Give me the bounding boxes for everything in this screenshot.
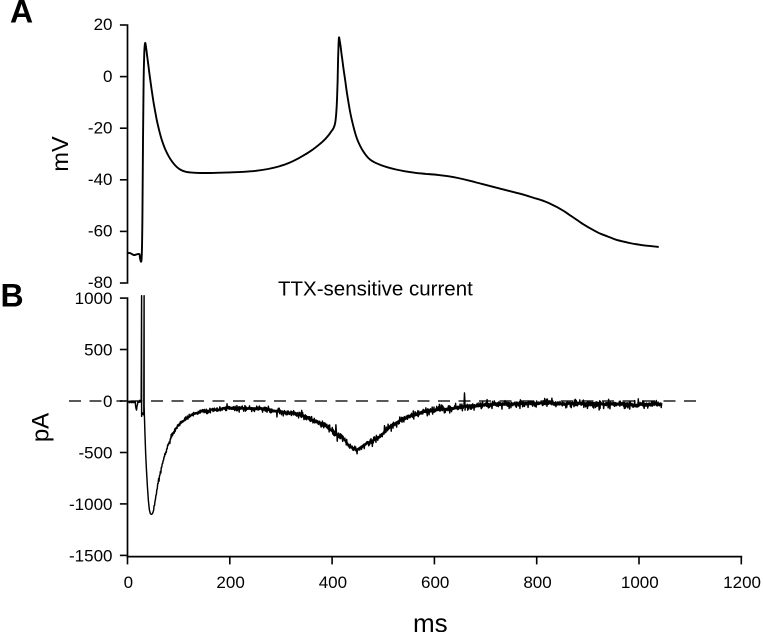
svg-text:-1500: -1500 <box>69 546 112 565</box>
svg-text:20: 20 <box>94 15 113 34</box>
svg-text:-60: -60 <box>88 222 113 241</box>
svg-text:A: A <box>10 0 33 29</box>
svg-text:200: 200 <box>216 573 244 592</box>
svg-text:-80: -80 <box>88 273 113 292</box>
svg-text:800: 800 <box>523 573 551 592</box>
svg-text:400: 400 <box>319 573 347 592</box>
svg-text:500: 500 <box>84 341 112 360</box>
svg-text:0: 0 <box>124 573 133 592</box>
svg-text:mV: mV <box>47 136 73 172</box>
svg-text:1000: 1000 <box>75 289 113 308</box>
svg-text:0: 0 <box>103 392 112 411</box>
svg-text:ms: ms <box>413 608 448 632</box>
svg-text:pA: pA <box>28 413 55 442</box>
svg-text:-1000: -1000 <box>69 495 112 514</box>
svg-text:1000: 1000 <box>621 573 659 592</box>
svg-text:-20: -20 <box>88 118 113 137</box>
svg-text:1200: 1200 <box>723 573 761 592</box>
svg-text:-40: -40 <box>88 170 113 189</box>
svg-text:600: 600 <box>421 573 449 592</box>
svg-text:TTX-sensitive current: TTX-sensitive current <box>278 278 473 301</box>
svg-text:0: 0 <box>103 67 112 86</box>
svg-text:-500: -500 <box>78 444 112 463</box>
svg-text:B: B <box>1 277 24 313</box>
